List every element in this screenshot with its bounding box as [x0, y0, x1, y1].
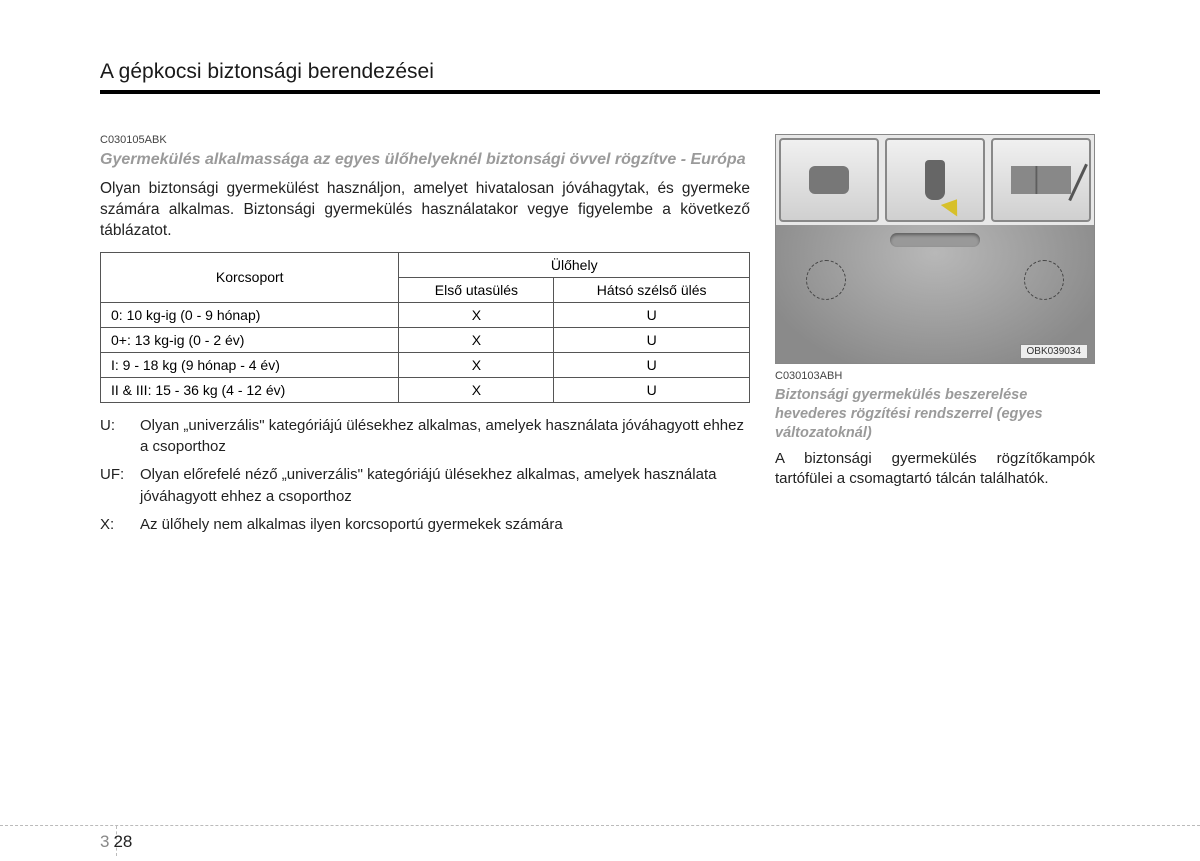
cell-group: I: 9 - 18 kg (9 hónap - 4 év)	[101, 352, 399, 377]
th-seat: Ülőhely	[399, 252, 750, 277]
cell-rear: U	[554, 327, 750, 352]
table-row: 0+: 13 kg-ig (0 - 2 év) X U	[101, 327, 750, 352]
code-label-left: C030105ABK	[100, 134, 750, 146]
figure-label: OBK039034	[1020, 344, 1089, 359]
cell-front: X	[399, 352, 554, 377]
legend-key-x: X:	[100, 514, 140, 536]
legend-text-u: Olyan „univerzális" kategóriájú ülésekhe…	[140, 415, 750, 459]
table-row: II & III: 15 - 36 kg (4 - 12 év) X U	[101, 377, 750, 402]
cell-rear: U	[554, 352, 750, 377]
legend: U: Olyan „univerzális" kategóriájú ülése…	[100, 415, 750, 536]
cell-rear: U	[554, 302, 750, 327]
left-column: C030105ABK Gyermekülés alkalmassága az e…	[100, 134, 750, 541]
section-title-left: Gyermekülés alkalmassága az egyes ülőhel…	[100, 150, 750, 171]
panel-anchor-up-icon	[885, 138, 985, 222]
legend-text-x: Az ülőhely nem alkalmas ilyen korcsoport…	[140, 514, 750, 536]
right-body-text: A biztonsági gyermekülés rögzítőkampók t…	[775, 449, 1095, 490]
cell-front: X	[399, 327, 554, 352]
page-footer: 328	[0, 825, 1200, 826]
figure-illustration: OBK039034	[775, 134, 1095, 364]
cell-group: 0: 10 kg-ig (0 - 9 hónap)	[101, 302, 399, 327]
page-header-title: A gépkocsi biztonsági berendezései	[100, 60, 1100, 94]
cell-front: X	[399, 302, 554, 327]
chapter-number: 3	[100, 832, 109, 851]
page-number: 328	[100, 832, 132, 852]
panel-strap-icon	[991, 138, 1091, 222]
suitability-table: Korcsoport Ülőhely Első utasülés Hátsó s…	[100, 252, 750, 403]
page-num: 28	[113, 832, 132, 851]
cell-group: 0+: 13 kg-ig (0 - 2 év)	[101, 327, 399, 352]
table-row: I: 9 - 18 kg (9 hónap - 4 év) X U	[101, 352, 750, 377]
th-front: Első utasülés	[399, 277, 554, 302]
cell-front: X	[399, 377, 554, 402]
legend-key-u: U:	[100, 415, 140, 459]
code-label-right: C030103ABH	[775, 370, 1095, 382]
th-rear: Hátsó szélső ülés	[554, 277, 750, 302]
cell-group: II & III: 15 - 36 kg (4 - 12 év)	[101, 377, 399, 402]
section-title-right: Biztonsági gyermekülés beszerelése heved…	[775, 386, 1095, 443]
legend-text-uf: Olyan előrefelé néző „univerzális" kateg…	[140, 464, 750, 508]
intro-text: Olyan biztonsági gyermekülést használjon…	[100, 179, 750, 242]
right-column: OBK039034 C030103ABH Biztonsági gyermekü…	[775, 134, 1095, 541]
legend-key-uf: UF:	[100, 464, 140, 508]
table-row: 0: 10 kg-ig (0 - 9 hónap) X U	[101, 302, 750, 327]
th-group: Korcsoport	[101, 252, 399, 302]
panel-anchor-flat-icon	[779, 138, 879, 222]
cell-rear: U	[554, 377, 750, 402]
